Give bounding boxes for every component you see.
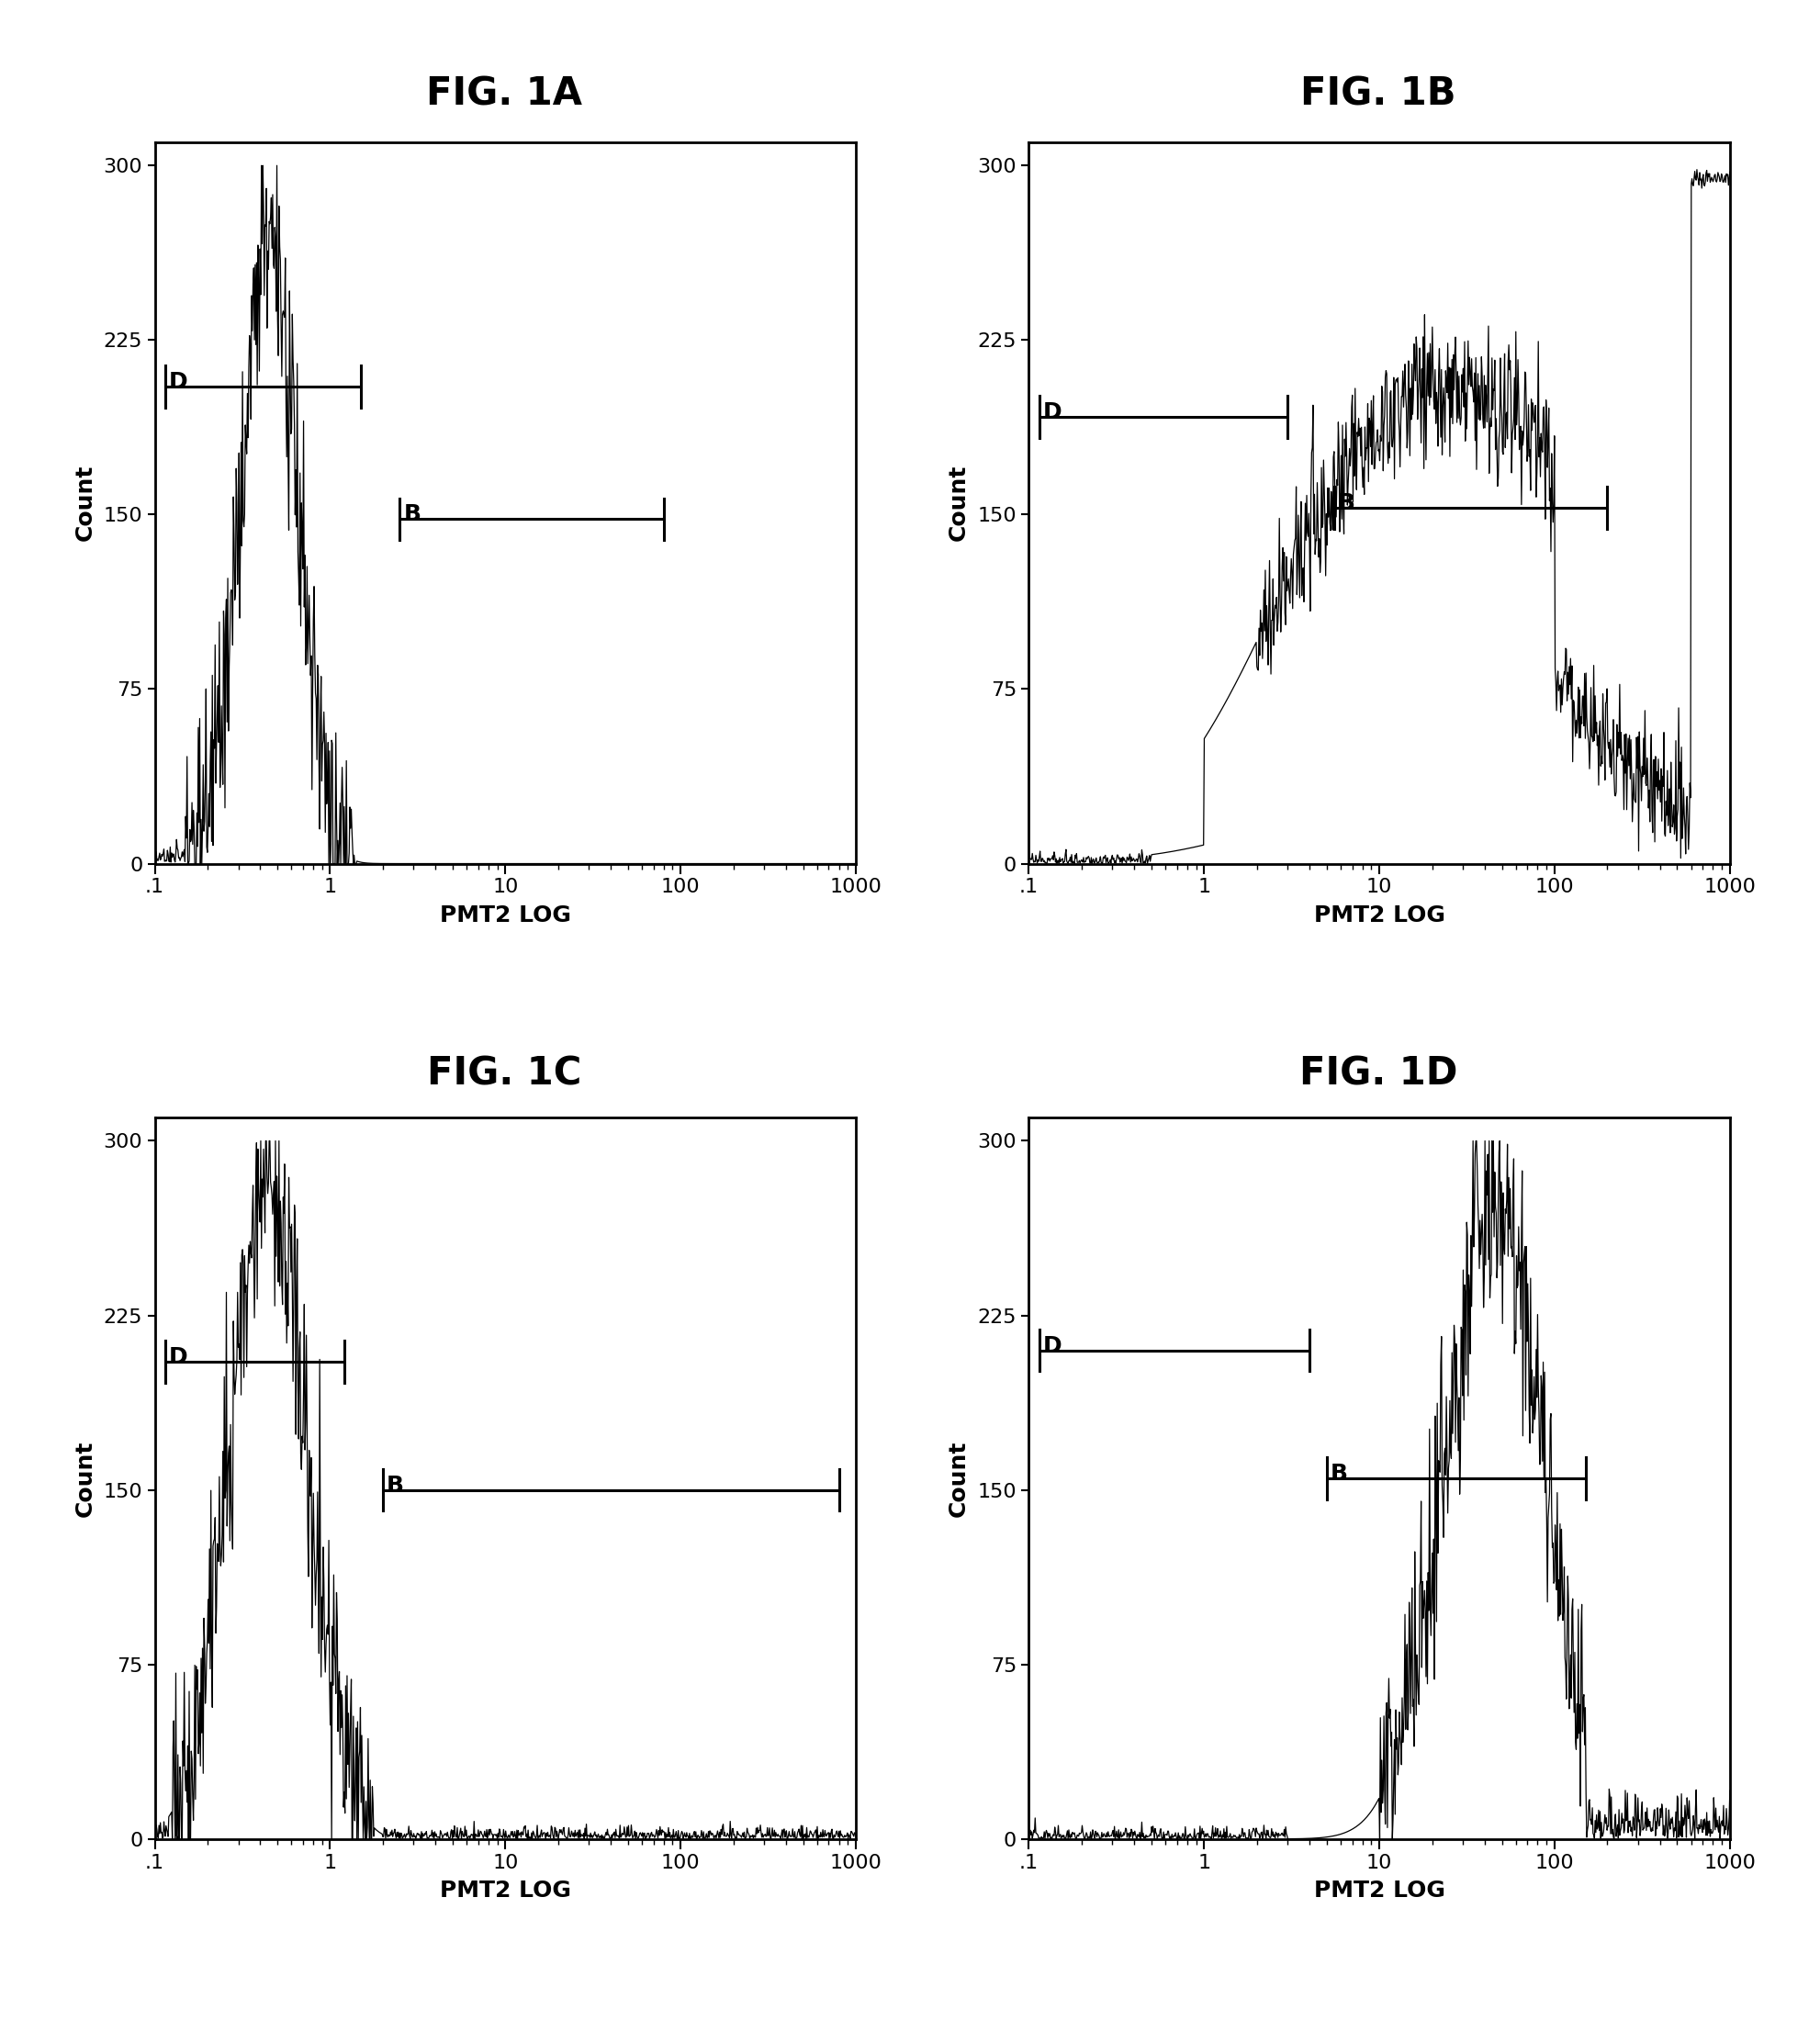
Y-axis label: Count: Count bbox=[75, 465, 96, 541]
X-axis label: PMT2 LOG: PMT2 LOG bbox=[1312, 904, 1445, 927]
Text: D: D bbox=[169, 372, 187, 392]
Text: D: D bbox=[169, 1347, 187, 1368]
Text: B: B bbox=[404, 504, 420, 526]
Text: D: D bbox=[1043, 400, 1061, 423]
Text: B: B bbox=[386, 1475, 404, 1496]
Text: FIG. 1D: FIG. 1D bbox=[1299, 1055, 1456, 1093]
Text: B: B bbox=[1338, 492, 1354, 514]
X-axis label: PMT2 LOG: PMT2 LOG bbox=[1312, 1880, 1445, 1902]
Y-axis label: Count: Count bbox=[948, 465, 970, 541]
Text: FIG. 1A: FIG. 1A bbox=[426, 75, 582, 114]
Y-axis label: Count: Count bbox=[75, 1441, 96, 1516]
Text: D: D bbox=[1043, 1335, 1061, 1357]
Text: FIG. 1B: FIG. 1B bbox=[1299, 75, 1456, 114]
Text: B: B bbox=[1330, 1463, 1347, 1485]
Text: FIG. 1C: FIG. 1C bbox=[428, 1055, 581, 1093]
X-axis label: PMT2 LOG: PMT2 LOG bbox=[439, 1880, 571, 1902]
Y-axis label: Count: Count bbox=[948, 1441, 970, 1516]
X-axis label: PMT2 LOG: PMT2 LOG bbox=[439, 904, 571, 927]
